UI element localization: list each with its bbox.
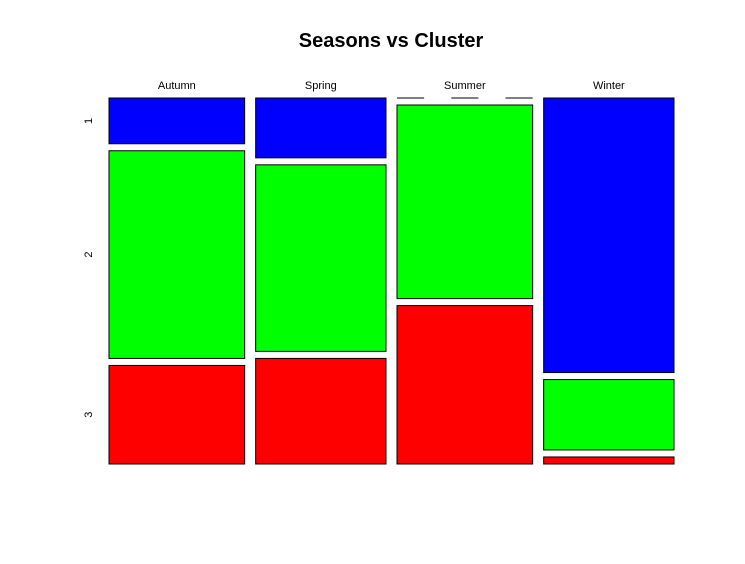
row-label-3: 3 <box>83 412 95 418</box>
tile-summer-2 <box>396 104 534 300</box>
tile-autumn-2 <box>108 150 246 359</box>
tile-spring-2 <box>255 164 387 352</box>
column-labels: Autumn Spring Summer Winter <box>158 80 625 92</box>
mosaic-tiles <box>108 97 675 465</box>
tile-autumn-3 <box>108 364 246 465</box>
tile-winter-3 <box>543 456 675 465</box>
tile-summer-3 <box>396 305 534 465</box>
row-labels: 1 2 3 <box>83 118 95 418</box>
tile-spring-3 <box>255 357 387 465</box>
row-label-2: 2 <box>83 252 95 258</box>
tile-autumn-1 <box>108 97 246 145</box>
tile-winter-1 <box>543 97 675 374</box>
column-label-winter: Winter <box>593 80 625 92</box>
column-label-autumn: Autumn <box>158 80 196 92</box>
tile-spring-1 <box>255 97 387 159</box>
column-label-summer: Summer <box>444 80 486 92</box>
column-label-spring: Spring <box>305 80 337 92</box>
tile-winter-2 <box>543 379 675 451</box>
row-label-1: 1 <box>83 118 95 124</box>
chart-title: Seasons vs Cluster <box>299 30 484 52</box>
